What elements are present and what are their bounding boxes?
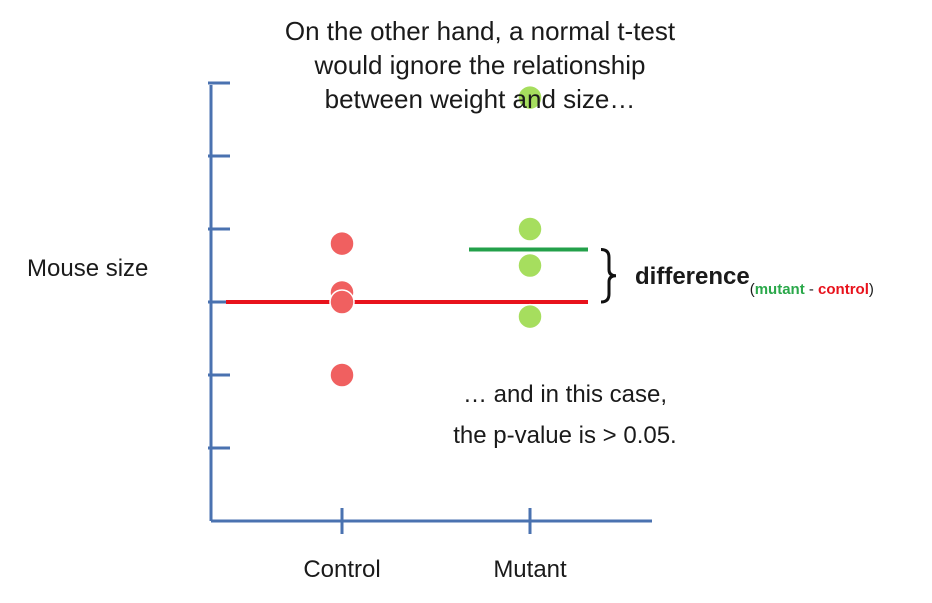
control-word: control — [818, 281, 869, 298]
note-line-1: … and in this case, — [462, 381, 668, 408]
mutant-point-4 — [517, 303, 543, 330]
difference-annotation: difference(mutant - control) — [635, 263, 874, 298]
control-point-1 — [329, 230, 355, 257]
x-tick-label-control: Control — [303, 556, 381, 583]
title-line-2: would ignore the relationship — [314, 50, 646, 80]
title-line-3: between weight and size… — [324, 84, 636, 114]
mutant-point-2 — [517, 216, 543, 242]
y-axis-label: Mouse size — [27, 255, 149, 282]
difference-subscript: (mutant - control) — [750, 281, 874, 298]
mutant-point-1 — [517, 84, 543, 111]
title-line-1: On the other hand, a normal t-test — [284, 16, 676, 46]
control-point-4 — [329, 362, 355, 388]
x-tick-label-mutant: Mutant — [493, 556, 567, 583]
control-point-3 — [329, 289, 355, 315]
mutant-point-3 — [517, 252, 543, 279]
close-paren: ) — [868, 281, 874, 298]
difference-word: difference — [635, 263, 750, 290]
open-paren: ( — [749, 281, 755, 298]
mutant-word: mutant — [754, 281, 805, 298]
note-line-2: the p-value is > 0.05. — [453, 422, 677, 449]
minus-sign: - — [804, 281, 819, 298]
difference-brace — [600, 247, 617, 304]
